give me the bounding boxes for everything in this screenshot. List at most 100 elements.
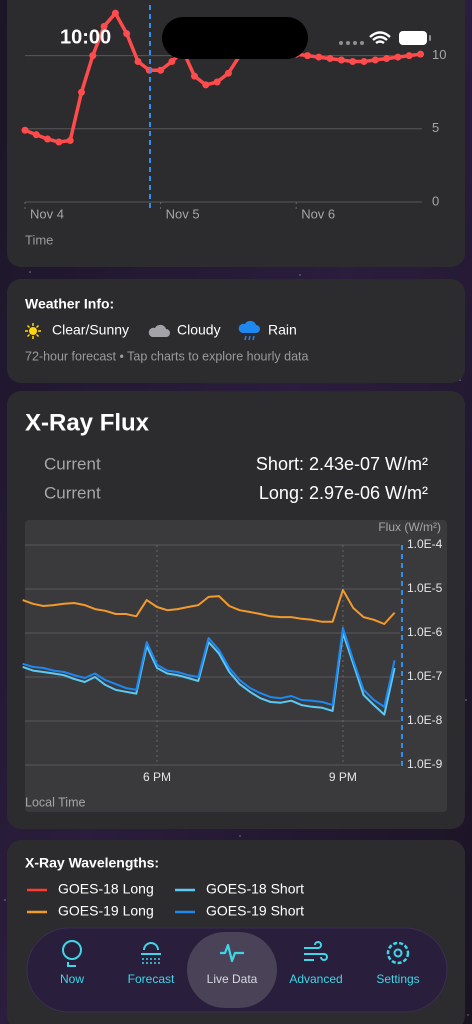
data-point xyxy=(213,78,221,86)
legend-label: GOES-19 Long xyxy=(58,903,154,919)
tab-label: Advanced xyxy=(289,972,342,986)
xray-chart: 1.0E-4 1.0E-5 1.0E-6 1.0E-7 1.0E-8 1.0E-9 6 PM… xyxy=(22,537,443,784)
data-point xyxy=(32,131,40,139)
y-tick-label: 1.0E-5 xyxy=(407,581,443,595)
cloud-icon xyxy=(148,324,170,337)
tab-icon xyxy=(220,943,244,963)
temperature-card xyxy=(7,0,465,267)
tab-icon-part xyxy=(141,942,161,955)
y-tick-label: 1.0E-8 xyxy=(407,713,443,727)
tab-highlight xyxy=(187,932,277,1008)
data-point xyxy=(134,57,142,65)
tab[interactable]: Now xyxy=(60,940,84,986)
tab-icon xyxy=(141,942,161,964)
tab-icon-part xyxy=(393,948,403,958)
tab[interactable]: Settings xyxy=(376,941,420,986)
tab-icon-part xyxy=(62,940,82,960)
data-point xyxy=(21,126,29,134)
wifi-icon xyxy=(369,31,391,44)
data-point xyxy=(224,69,232,77)
tab-icon-part xyxy=(142,958,160,964)
weather-title: Weather Info: xyxy=(25,296,114,312)
data-point xyxy=(394,53,402,61)
y-tick-label: 1.0E-6 xyxy=(407,625,443,639)
tab[interactable]: Forecast xyxy=(128,942,175,986)
y-tick-label: 1.0E-4 xyxy=(407,537,443,551)
y-tick-label: 1.0E-7 xyxy=(407,669,443,683)
xray-title: X-Ray Flux xyxy=(25,409,150,436)
tab[interactable]: Advanced xyxy=(289,941,343,986)
status-time: 10:00 xyxy=(60,26,111,48)
weather-legend-item: Clear/Sunny xyxy=(52,322,129,338)
data-point xyxy=(44,135,52,143)
data-point xyxy=(304,52,311,60)
tabs: Now Forecast Live Data Advanced Settings xyxy=(60,932,420,1008)
tab-icon-part xyxy=(304,941,328,961)
tab-icon xyxy=(62,940,82,967)
tab-icon-part xyxy=(67,962,76,967)
signal-icon xyxy=(339,41,364,45)
x-tick-label: 9 PM xyxy=(329,770,357,784)
tab-label: Now xyxy=(60,972,84,986)
x-tick-label: Nov 6 xyxy=(301,206,335,221)
tab-label: Forecast xyxy=(128,972,175,986)
data-point xyxy=(191,72,198,80)
weather-info-card xyxy=(7,279,465,383)
wavelengths-title: X-Ray Wavelengths: xyxy=(25,855,159,871)
y-tick-label: 5 xyxy=(432,120,439,135)
y-tick-label: 0 xyxy=(432,193,439,208)
data-point xyxy=(405,52,413,60)
data-point xyxy=(168,57,176,65)
data-point xyxy=(337,56,345,64)
x-tick-label: Nov 5 xyxy=(166,206,200,221)
y-axis-label: Flux (W/m²) xyxy=(378,520,441,534)
weather-note: 72-hour forecast • Tap charts to explore… xyxy=(25,349,309,363)
tab-icon xyxy=(386,941,410,965)
data-point xyxy=(202,81,210,89)
data-point xyxy=(360,57,368,65)
weather-legend-item: Cloudy xyxy=(177,322,221,338)
data-point xyxy=(417,50,424,58)
series-line xyxy=(22,627,396,708)
x-tick-label: 6 PM xyxy=(143,770,171,784)
x-axis-label: Local Time xyxy=(25,795,85,809)
data-point xyxy=(66,137,74,145)
reading-label: Current xyxy=(44,454,101,473)
data-point xyxy=(55,138,63,146)
rain-icon xyxy=(238,320,260,341)
series-line xyxy=(22,632,396,716)
reading-value: Short: 2.43e-07 W/m² xyxy=(256,454,428,474)
data-point xyxy=(157,66,165,74)
battery-cap xyxy=(429,35,431,41)
xray-chart-area xyxy=(25,520,447,812)
legend-label: GOES-19 Short xyxy=(206,903,304,919)
data-point xyxy=(383,55,391,63)
x-tick-label: Nov 4 xyxy=(30,206,64,221)
tab-icon-part xyxy=(220,943,244,963)
data-point xyxy=(326,55,334,63)
data-point xyxy=(349,57,357,65)
y-tick-label: 1.0E-9 xyxy=(407,757,443,771)
tab[interactable]: Live Data xyxy=(187,932,277,1008)
data-point xyxy=(111,9,119,17)
legend-label: GOES-18 Short xyxy=(206,881,304,897)
tab-icon xyxy=(304,941,328,961)
data-point xyxy=(78,88,85,96)
data-point xyxy=(89,52,97,60)
data-point xyxy=(100,22,108,30)
reading-label: Current xyxy=(44,483,101,502)
data-point xyxy=(371,56,379,64)
battery-icon xyxy=(399,31,427,45)
series-line xyxy=(22,589,396,625)
reading-value: Long: 2.97e-06 W/m² xyxy=(259,483,428,503)
data-point xyxy=(123,30,131,38)
data-point xyxy=(315,53,323,61)
tab-label: Settings xyxy=(376,972,419,986)
legend-label: GOES-18 Long xyxy=(58,881,154,897)
dynamic-island xyxy=(162,17,308,59)
tab-icon-part xyxy=(386,941,410,965)
x-axis-label: Time xyxy=(25,232,53,247)
legend: GOES-18 Long GOES-18 Short GOES-19 Long GOE… xyxy=(27,881,304,919)
